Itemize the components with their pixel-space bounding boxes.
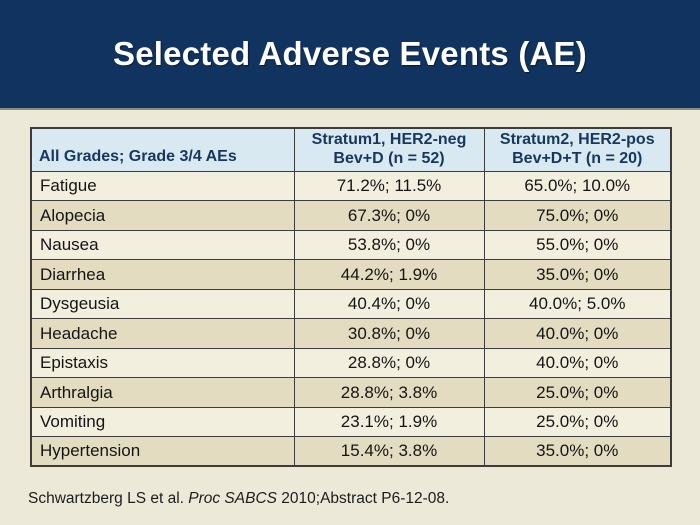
ae-name-cell: Nausea — [30, 229, 295, 261]
ae-value-cell: 35.0%; 0% — [483, 436, 672, 467]
table-row: Hypertension 15.4%; 3.8% 35.0%; 0% — [30, 436, 672, 467]
ae-name-cell: Arthralgia — [30, 377, 295, 408]
column-header-stratum1: Stratum1, HER2-neg Bev+D (n = 52) — [293, 127, 485, 172]
table-row: Fatigue 71.2%; 11.5% 65.0%; 10.0% — [30, 170, 672, 202]
ae-value-cell: 71.2%; 11.5% — [293, 170, 485, 202]
ae-value-cell: 40.0%; 0% — [483, 347, 672, 379]
ae-value-cell: 75.0%; 0% — [483, 200, 672, 231]
table-row: Diarrhea 44.2%; 1.9% 35.0%; 0% — [30, 259, 672, 290]
table-row: Nausea 53.8%; 0% 55.0%; 0% — [30, 229, 672, 261]
column-header-text: Stratum2, HER2-pos — [499, 131, 655, 148]
ae-value-cell: 40.0%; 0% — [483, 318, 672, 349]
column-header-text: Stratum1, HER2-neg — [311, 131, 467, 148]
citation-suffix: 2010;Abstract P6-12-08. — [276, 490, 450, 507]
table-row: Dysgeusia 40.4%; 0% 40.0%; 5.0% — [30, 288, 672, 320]
ae-value-cell: 44.2%; 1.9% — [293, 259, 485, 290]
ae-value-cell: 28.8%; 0% — [293, 347, 485, 379]
ae-value-cell: 40.4%; 0% — [293, 288, 485, 320]
ae-name-cell: Headache — [30, 318, 295, 349]
ae-name-cell: Vomiting — [30, 406, 295, 438]
ae-value-cell: 15.4%; 3.8% — [293, 436, 485, 467]
ae-value-cell: 28.8%; 3.8% — [293, 377, 485, 408]
ae-name-cell: Dysgeusia — [30, 288, 295, 320]
title-bar: Selected Adverse Events (AE) — [0, 0, 700, 110]
citation-prefix: Schwartzberg LS et al. — [28, 490, 189, 507]
ae-name-cell: Hypertension — [30, 436, 295, 467]
ae-name-cell: Epistaxis — [30, 347, 295, 379]
slide-title: Selected Adverse Events (AE) — [113, 35, 587, 72]
ae-value-cell: 40.0%; 5.0% — [483, 288, 672, 320]
citation-journal: Proc SABCS — [188, 490, 277, 507]
ae-value-cell: 25.0%; 0% — [483, 377, 672, 408]
adverse-events-table: All Grades; Grade 3/4 AEs Stratum1, HER2… — [30, 127, 672, 468]
column-header-stratum2: Stratum2, HER2-pos Bev+D+T (n = 20) — [483, 127, 672, 172]
column-header-text: All Grades; Grade 3/4 AEs — [39, 147, 237, 165]
table-row: Epistaxis 28.8%; 0% 40.0%; 0% — [30, 347, 672, 379]
ae-table-body: Fatigue 71.2%; 11.5% 65.0%; 10.0% Alopecia 6… — [30, 170, 672, 467]
ae-value-cell: 67.3%; 0% — [293, 200, 485, 231]
table-row: Headache 30.8%; 0% 40.0%; 0% — [30, 318, 672, 349]
ae-name-cell: Fatigue — [30, 170, 295, 202]
ae-value-cell: 30.8%; 0% — [293, 318, 485, 349]
column-header-text: Bev+D+T (n = 20) — [512, 149, 643, 167]
table-row: Arthralgia 28.8%; 3.8% 25.0%; 0% — [30, 377, 672, 408]
source-citation: Schwartzberg LS et al. Proc SABCS 2010;A… — [28, 490, 449, 508]
table-row: Alopecia 67.3%; 0% 75.0%; 0% — [30, 200, 672, 231]
table-header-row: All Grades; Grade 3/4 AEs Stratum1, HER2… — [30, 127, 672, 172]
ae-name-cell: Diarrhea — [30, 259, 295, 290]
ae-value-cell: 55.0%; 0% — [483, 229, 672, 261]
column-header-text: Bev+D (n = 52) — [333, 149, 445, 167]
column-header-ae-grades: All Grades; Grade 3/4 AEs — [30, 127, 295, 172]
table-row: Vomiting 23.1%; 1.9% 25.0%; 0% — [30, 406, 672, 438]
ae-value-cell: 23.1%; 1.9% — [293, 406, 485, 438]
ae-name-cell: Alopecia — [30, 200, 295, 231]
ae-value-cell: 53.8%; 0% — [293, 229, 485, 261]
ae-value-cell: 65.0%; 10.0% — [483, 170, 672, 202]
ae-value-cell: 35.0%; 0% — [483, 259, 672, 290]
ae-value-cell: 25.0%; 0% — [483, 406, 672, 438]
